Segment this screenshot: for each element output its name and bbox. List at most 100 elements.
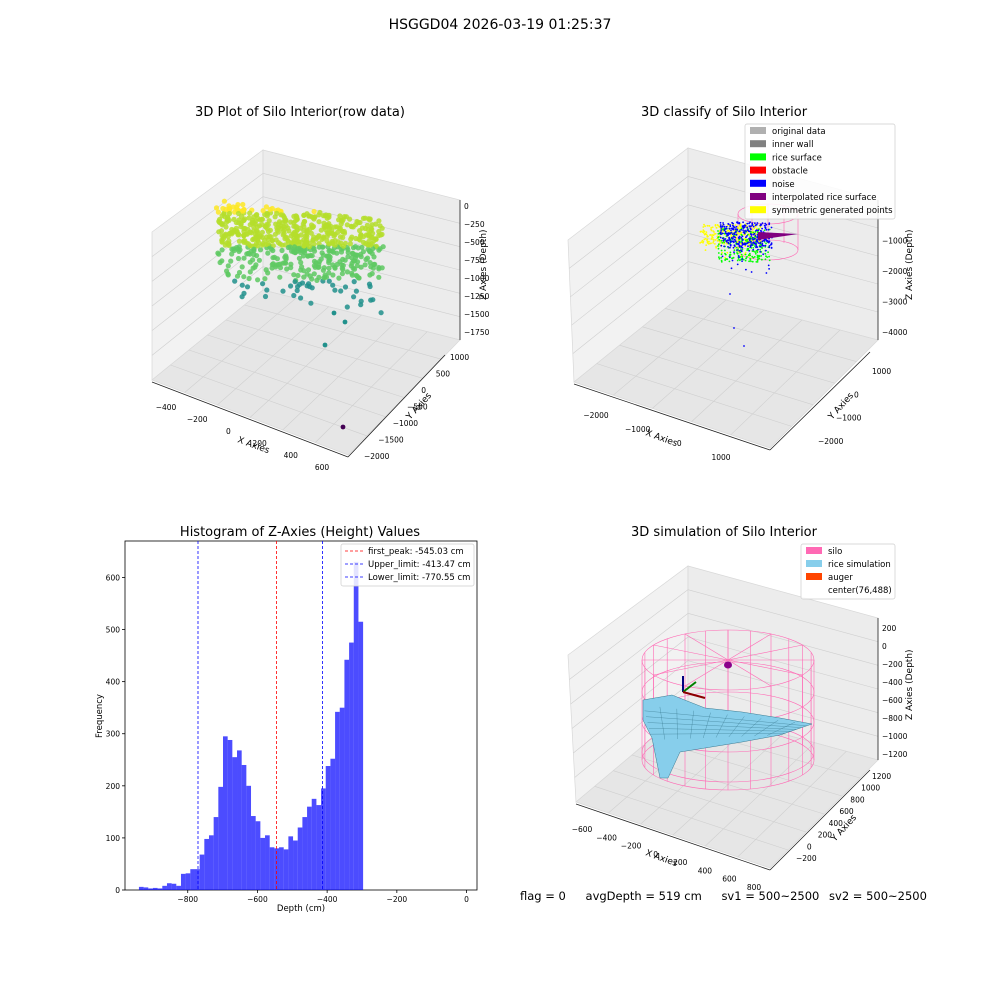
br-x-tick-label: 400 (698, 866, 713, 875)
tl-point (239, 282, 245, 288)
grid-line (572, 261, 689, 354)
tl-point (358, 254, 364, 260)
br-z-label: Z Axies (Depth) (905, 649, 915, 720)
tr-point-noise (762, 239, 765, 242)
tl-point (238, 221, 244, 227)
tl-point (324, 238, 330, 244)
tr-point-noise (761, 227, 763, 230)
br-legend-swatch (806, 560, 822, 567)
tl-point (340, 243, 347, 249)
tl-point (270, 247, 276, 254)
tr-point-noise (746, 242, 749, 245)
tr-y-tick-label: −1000 (836, 414, 862, 423)
hist-x-label: Depth (cm) (277, 904, 325, 914)
tr-point-rice (747, 247, 750, 250)
tr-point-noise (733, 327, 735, 329)
br-y-label: Y Axies (829, 813, 859, 845)
br-legend-label: auger (828, 573, 853, 583)
hist-bar (199, 854, 205, 890)
tr-x-label: X Axies (644, 428, 679, 449)
tr-point-rice (755, 249, 758, 252)
panel-raw-data-3d: 3D Plot of Silo Interior(row data) −400−… (151, 105, 490, 472)
tr-point-rice (749, 254, 752, 257)
tr-point-noise (735, 233, 738, 236)
tr-point-noise (733, 238, 736, 241)
hist-title: Histogram of Z-Axies (Height) Values (180, 525, 420, 540)
hist-y-tick-label: 600 (106, 573, 121, 582)
tl-point (301, 212, 307, 218)
tr-point-noise (723, 245, 725, 248)
tl-z-tick-label: 0 (464, 202, 469, 211)
tr-legend-label: symmetric generated points (772, 206, 893, 216)
tr-point-noise (746, 235, 748, 237)
tr-point-noise (720, 227, 723, 229)
tl-point (312, 264, 318, 270)
tl-point (251, 248, 257, 254)
tr-point-noise (721, 255, 724, 258)
tr-legend-swatch (750, 140, 766, 148)
sv2-text: sv2 = 500~2500 (829, 889, 927, 903)
tr-point-rice (740, 233, 743, 236)
tl-point (255, 277, 261, 283)
br-mesh-line (648, 728, 791, 732)
tr-x-axis (573, 383, 771, 451)
tr-point-noise (767, 264, 770, 267)
tl-point (226, 210, 233, 217)
hist-bar (185, 873, 191, 890)
tr-point-rice (729, 251, 732, 254)
grid-line (571, 232, 689, 326)
tl-point (349, 270, 355, 276)
hist-y-label: Frequency (95, 694, 105, 738)
tl-x-tick-label: 200 (252, 439, 267, 448)
br-z-tick-label: 200 (882, 624, 897, 633)
tl-point (279, 247, 285, 254)
hist-bar (232, 757, 238, 890)
tl-point (298, 249, 304, 255)
tr-point-rice (744, 239, 747, 242)
tl-point (255, 215, 261, 222)
tr-point-symmetric (724, 256, 727, 259)
tr-point-noise (730, 229, 732, 232)
hist-legend-label: first_peak: -545.03 cm (368, 547, 464, 557)
tr-point-noise (725, 225, 728, 228)
tr-point-noise (733, 226, 736, 229)
tl-z-ticks: 0 −250 −500 −750 −1000 −1250 −1500 −1750 (464, 202, 490, 337)
tr-point-noise (721, 225, 724, 228)
tl-point (347, 216, 353, 222)
tr-point-rice (735, 246, 738, 249)
tr-point-rice (720, 253, 723, 256)
tl-point (270, 255, 276, 261)
tr-point-noise (759, 245, 761, 248)
tr-x-tick-label: 1000 (711, 453, 730, 462)
tr-point-noise (723, 238, 725, 241)
tr-point-rice (720, 239, 723, 242)
tl-point (332, 238, 338, 244)
tr-point-noise (756, 235, 759, 238)
tl-x-tick-label: −200 (187, 415, 208, 424)
br-z-tick-label: −400 (882, 678, 903, 687)
tl-point (229, 231, 235, 237)
tr-point-rice (751, 255, 754, 258)
tr-point-noise (727, 246, 729, 248)
hist-bar (204, 838, 209, 890)
tl-point (341, 214, 347, 220)
tl-point (308, 230, 314, 236)
tr-point-symmetric (712, 240, 715, 243)
grid-line (217, 306, 329, 406)
tr-point-symmetric (710, 229, 713, 232)
tl-point (283, 254, 289, 261)
tr-point-rice (746, 255, 748, 258)
tr-point-noise (735, 242, 738, 245)
tr-point-noise (731, 227, 734, 230)
tr-point-noise (745, 268, 747, 271)
tl-point (245, 250, 251, 257)
tr-point-symmetric (714, 224, 717, 226)
tl-point (338, 288, 344, 294)
tr-point-noise (750, 271, 753, 273)
tl-point (378, 310, 384, 316)
tl-point (224, 268, 230, 274)
tl-z-tick-label: −750 (464, 256, 485, 265)
tl-point (251, 252, 257, 258)
tl-point (263, 241, 269, 248)
tl-point (229, 226, 235, 233)
